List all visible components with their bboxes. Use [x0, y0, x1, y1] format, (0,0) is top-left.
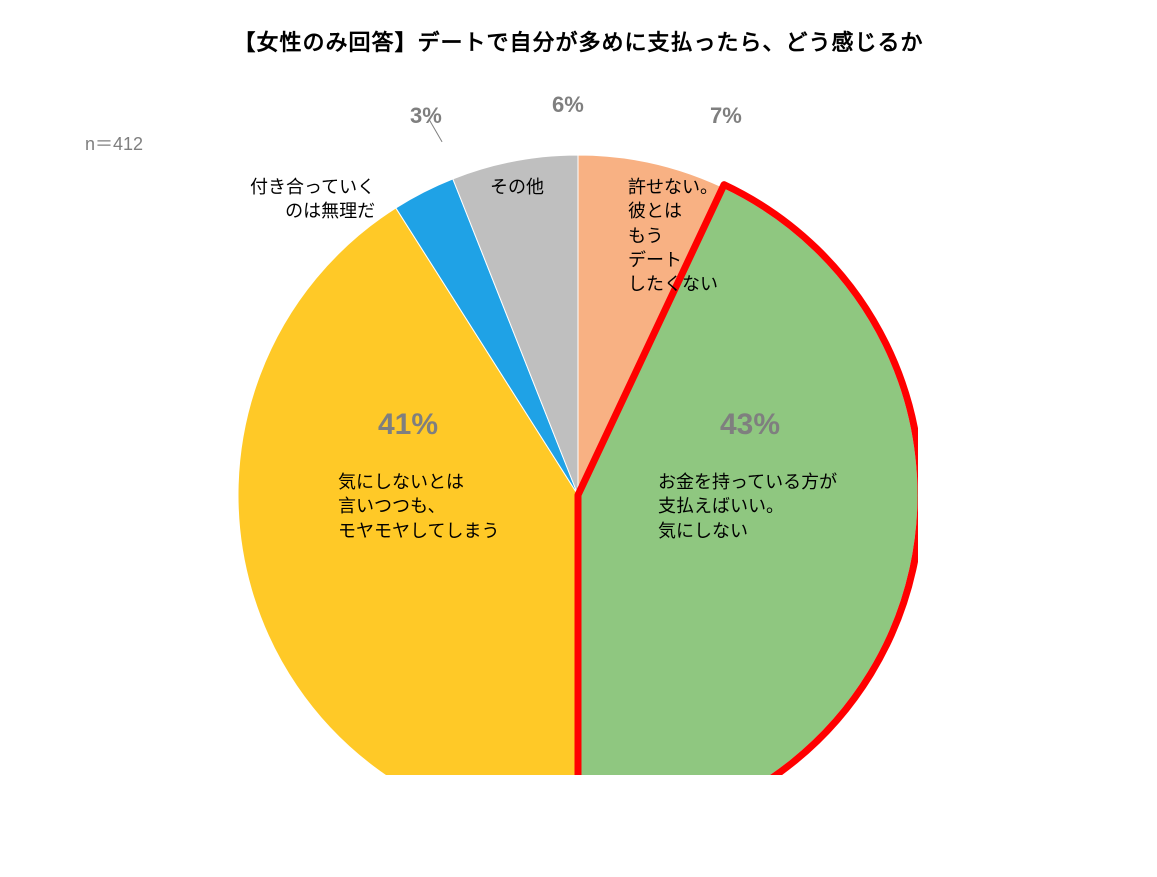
pct-orange: 7% [710, 103, 742, 129]
pct-grey: 6% [552, 92, 584, 118]
label-yellow: 気にしないとは 言いつつも、 モヤモヤしてしまう [338, 470, 499, 543]
chart-title: 【女性のみ回答】デートで自分が多めに支払ったら、どう感じるか [0, 25, 1157, 57]
sample-size: n＝412 [85, 130, 143, 156]
pct-yellow: 41% [378, 408, 438, 442]
label-orange: 許せない。 彼とは もう デート したくない [628, 175, 718, 296]
pct-blue: 3% [410, 103, 442, 129]
label-blue: 付き合っていく のは無理だ [250, 175, 375, 224]
pct-green: 43% [720, 408, 780, 442]
label-green: お金を持っている方が 支払えばいい。 気にしない [658, 470, 837, 543]
label-grey: その他 [490, 175, 544, 199]
